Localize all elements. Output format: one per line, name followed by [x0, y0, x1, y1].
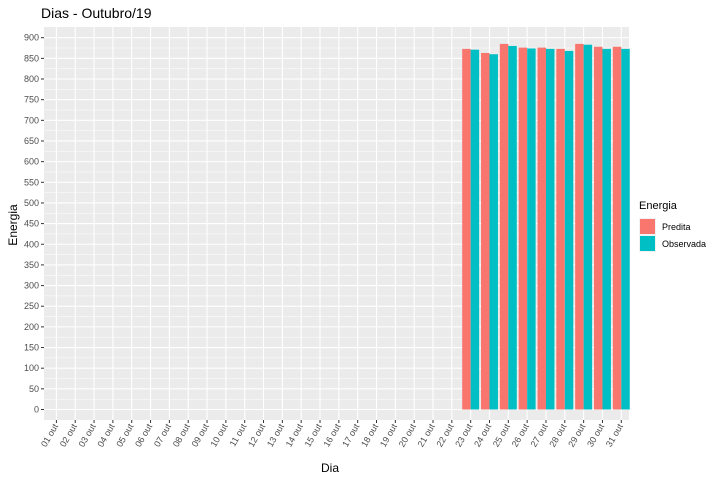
x-tick-label: 25 out [491, 422, 512, 449]
x-tick-label: 24 out [472, 422, 493, 449]
x-tick-label: 23 out [453, 422, 474, 449]
bar-predita [575, 43, 584, 410]
x-tick-label: 15 out [303, 422, 324, 449]
y-tick-label: 800 [24, 74, 39, 84]
x-tick-label: 19 out [378, 422, 399, 449]
bar-observada [564, 50, 574, 410]
legend: Energia Predita Observada [639, 200, 706, 252]
x-tick-label: 28 out [547, 422, 568, 449]
y-tick-label: 100 [24, 363, 39, 373]
y-tick-label: 500 [24, 198, 39, 208]
bar-observada [583, 44, 593, 410]
x-tick-label: 26 out [510, 422, 531, 449]
bar-observada [545, 48, 555, 410]
y-tick-label: 150 [24, 343, 39, 353]
y-tick-label: 200 [24, 322, 39, 332]
y-tick-label: 700 [24, 115, 39, 125]
y-tick-label: 850 [24, 53, 39, 63]
x-tick-label: 20 out [397, 422, 418, 449]
y-tick-label: 350 [24, 260, 39, 270]
y-tick-label: 650 [24, 136, 39, 146]
x-tick-label: 03 out [77, 422, 98, 449]
x-tick-label: 13 out [265, 422, 286, 449]
y-tick-label: 300 [24, 281, 39, 291]
x-tick-label: 18 out [359, 422, 380, 449]
bar-observada [470, 49, 480, 410]
bar-predita [556, 48, 565, 410]
legend-title: Energia [639, 200, 678, 212]
y-tick-label: 400 [24, 239, 39, 249]
x-tick-label: 14 out [284, 422, 305, 449]
x-tick-label: 02 out [58, 422, 79, 449]
x-tick-label: 16 out [321, 422, 342, 449]
x-tick-label: 27 out [529, 422, 550, 449]
x-tick-label: 07 out [152, 422, 173, 449]
x-tick-label: 12 out [246, 422, 267, 449]
y-tick-label: 600 [24, 157, 39, 167]
bar-observada [527, 48, 536, 410]
y-tick-label: 50 [29, 384, 39, 394]
chart-title: Dias - Outubro/19 [41, 5, 152, 21]
x-tick-label: 05 out [114, 422, 135, 449]
x-tick-label: 10 out [208, 422, 229, 449]
y-tick-label: 450 [24, 219, 39, 229]
y-axis: 0 50 100 150 200 250 300 350 400 450 500 550 600 650 7… [24, 33, 44, 415]
bar-predita [612, 46, 622, 410]
legend-label-observada: Observada [662, 239, 706, 249]
legend-label-predita: Predita [662, 222, 691, 232]
bar-predita [518, 47, 528, 410]
bar-observada [489, 54, 498, 410]
bar-observada [621, 48, 630, 410]
x-tick-label: 21 out [416, 422, 437, 449]
bar-predita [499, 43, 509, 410]
y-tick-label: 750 [24, 95, 39, 105]
x-tick-label: 06 out [133, 422, 154, 449]
legend-key-predita [640, 219, 655, 234]
y-tick-label: 550 [24, 177, 39, 187]
x-tick-label: 29 out [566, 422, 587, 449]
x-tick-label: 30 out [585, 422, 606, 449]
bar-observada [508, 45, 517, 410]
legend-key-observada [640, 236, 655, 251]
x-tick-label: 04 out [95, 422, 116, 449]
bar-predita [481, 52, 490, 410]
x-axis-title: Dia [321, 461, 339, 475]
x-tick-label: 31 out [604, 422, 625, 449]
y-axis-title: Energia [6, 204, 20, 246]
bars [462, 43, 630, 410]
x-tick-label: 01 out [39, 422, 60, 449]
bar-predita [537, 47, 546, 410]
x-tick-label: 22 out [434, 422, 455, 449]
y-tick-label: 250 [24, 301, 39, 311]
x-tick-label: 09 out [190, 422, 211, 449]
bar-predita [462, 48, 471, 410]
bar-predita [593, 46, 603, 410]
bar-observada [602, 48, 611, 410]
x-tick-label: 08 out [171, 422, 192, 449]
x-tick-label: 17 out [340, 422, 361, 449]
y-tick-label: 0 [34, 405, 39, 415]
y-tick-label: 900 [24, 33, 39, 43]
